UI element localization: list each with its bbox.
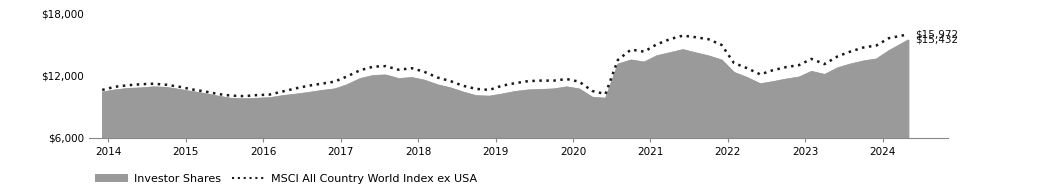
Text: $15,432: $15,432 <box>915 35 958 45</box>
Text: $15,972: $15,972 <box>915 29 958 39</box>
Legend: Investor Shares, MSCI All Country World Index ex USA: Investor Shares, MSCI All Country World … <box>94 174 477 184</box>
